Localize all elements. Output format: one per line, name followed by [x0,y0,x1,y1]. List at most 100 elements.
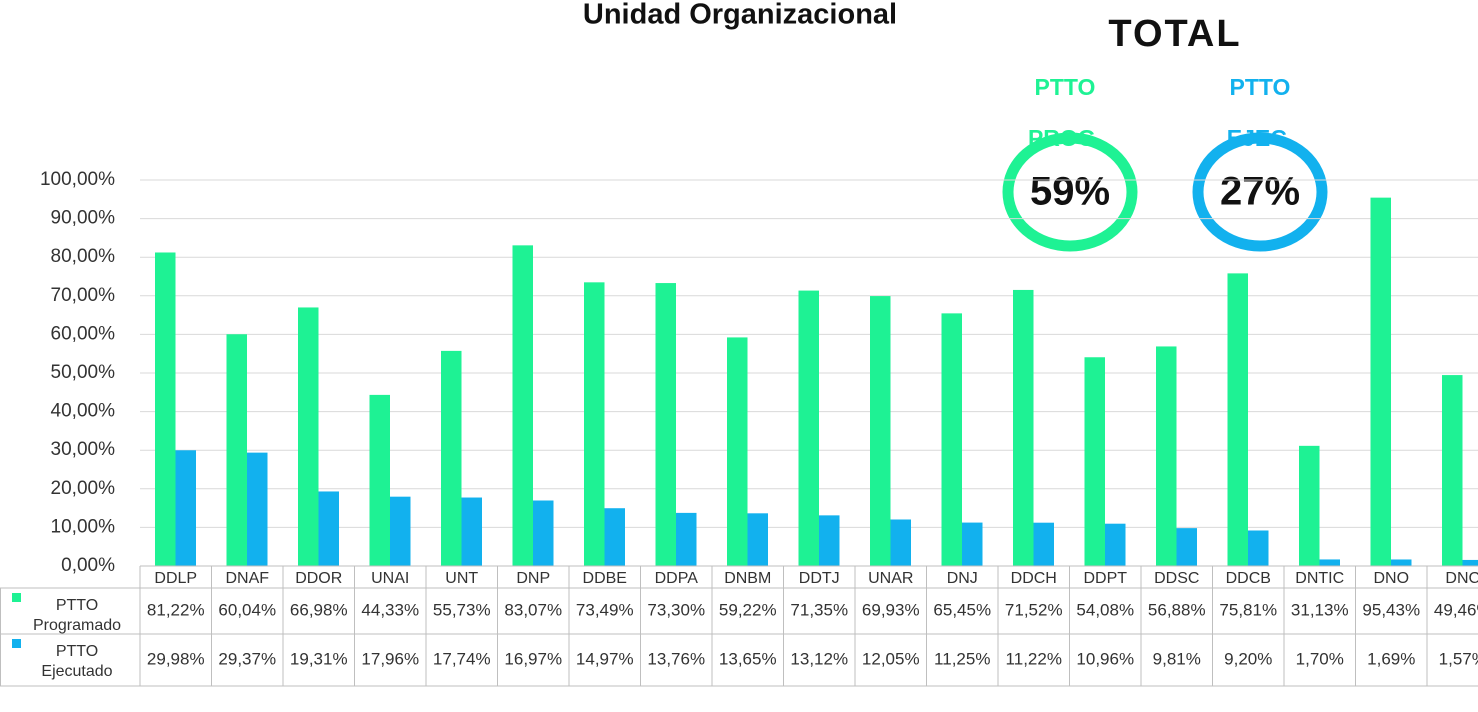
table-value: 49,46% [1434,600,1478,619]
bar [798,290,819,566]
bar [1033,522,1054,566]
x-tick-label: DNAF [225,570,269,587]
table-value: 95,43% [1362,600,1420,619]
bar [512,245,533,566]
bar [584,282,605,566]
y-tick-label: 30,00% [51,439,116,460]
x-tick-label: DNJ [947,570,978,587]
table-value: 9,81% [1153,649,1201,668]
table-value: 69,93% [862,600,920,619]
bar [226,334,247,566]
table-value: 71,52% [1005,600,1063,619]
table-value: 1,69% [1367,649,1415,668]
bar [727,337,748,566]
table-value: 60,04% [218,600,276,619]
y-tick-label: 70,00% [51,285,116,306]
bar [870,296,891,566]
x-tick-label: DDTJ [799,570,840,587]
prog-circle [1002,132,1138,252]
bar [1370,197,1391,566]
bar [1176,528,1197,566]
table-value: 17,96% [361,649,419,668]
ejec-label: PTTO EJEC. [1226,74,1294,151]
table-value: 11,25% [934,649,990,668]
bar [1105,523,1126,566]
x-tick-label: DDOR [295,570,342,587]
x-tick-label: UNT [445,570,478,587]
ejec-circle [1192,132,1328,252]
table-value: 83,07% [504,600,562,619]
table-value: 55,73% [433,600,491,619]
bar [604,508,625,566]
table-value: 65,45% [933,600,991,619]
bar [1299,445,1320,566]
y-tick-label: 50,00% [51,362,116,383]
table-value: 29,37% [218,649,276,668]
bar [461,497,482,566]
table-value: 11,22% [1006,649,1062,668]
total-title: TOTAL [1108,13,1241,55]
bar [441,350,462,566]
ejec-value: 27% [1220,170,1300,214]
table-value: 13,65% [719,649,777,668]
y-tick-label: 0,00% [61,555,115,576]
bar [962,522,983,566]
table-value: 31,13% [1291,600,1349,619]
bar [1156,346,1177,566]
x-tick-label: DDCB [1226,570,1271,587]
table-value: 73,30% [647,600,705,619]
prog-label: PTTO PROG. [1027,74,1103,151]
bar [676,512,697,566]
bar [1319,559,1340,566]
table-value: 10,96% [1076,649,1134,668]
table-value: 71,35% [790,600,848,619]
bar [298,307,319,566]
x-tick-label: DNO [1373,570,1409,587]
table-value: 44,33% [361,600,419,619]
x-tick-label: DDCH [1011,570,1057,587]
table-value: 12,05% [862,649,920,668]
table-value: 13,12% [790,649,848,668]
table-value: 14,97% [576,649,634,668]
bar [941,313,962,566]
bar [175,450,196,566]
x-tick-label: DNBM [724,570,771,587]
x-tick-label: DDPA [655,570,699,587]
bar [1391,559,1412,566]
table-value: 16,97% [504,649,562,668]
prog-value: 59% [1030,170,1110,214]
legend-label: PTTO Ejecutado [41,643,113,680]
y-tick-label: 60,00% [51,323,116,344]
x-tick-label: DNP [516,570,550,587]
table-value: 73,49% [576,600,634,619]
bar [390,496,411,566]
y-tick-label: 100,00% [40,169,115,190]
x-tick-label: DDLP [154,570,197,587]
table-value: 29,98% [147,649,205,668]
x-tick-label: UNAI [371,570,409,587]
y-tick-label: 40,00% [51,401,116,422]
x-tick-label: DNTIC [1295,570,1344,587]
bar [533,500,554,566]
bar [819,515,840,566]
bar [1013,289,1034,566]
x-tick-label: DDBE [583,570,627,587]
table-value: 59,22% [719,600,777,619]
bar [1462,559,1478,566]
bar [655,283,676,566]
table-value: 75,81% [1219,600,1277,619]
table-value: 13,76% [647,649,705,668]
bar [1442,375,1463,566]
table-value: 9,20% [1224,649,1272,668]
bar [890,519,911,566]
bar [1084,357,1105,566]
table-value: 1,70% [1296,649,1344,668]
bar [318,491,339,566]
legend-swatch [12,639,21,648]
x-tick-label: DDPT [1083,570,1127,587]
bar [1227,273,1248,566]
x-tick-label: DDSC [1154,570,1199,587]
bar [247,452,268,566]
